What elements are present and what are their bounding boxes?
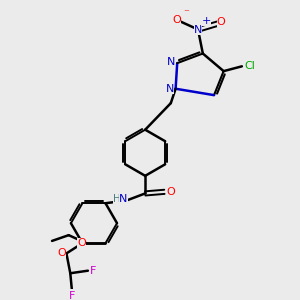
Text: +: + [201,16,211,26]
Text: O: O [167,187,175,197]
Text: N: N [194,25,202,34]
Text: ⁻: ⁻ [183,8,189,19]
Text: Cl: Cl [244,61,255,71]
Text: O: O [57,248,66,258]
Text: F: F [89,266,96,276]
Text: N: N [167,56,175,67]
Text: N: N [166,84,174,94]
Text: H: H [112,194,120,203]
Text: O: O [217,17,225,27]
Text: O: O [172,15,181,25]
Text: N: N [119,194,128,203]
Text: F: F [69,291,75,300]
Text: O: O [77,238,86,248]
